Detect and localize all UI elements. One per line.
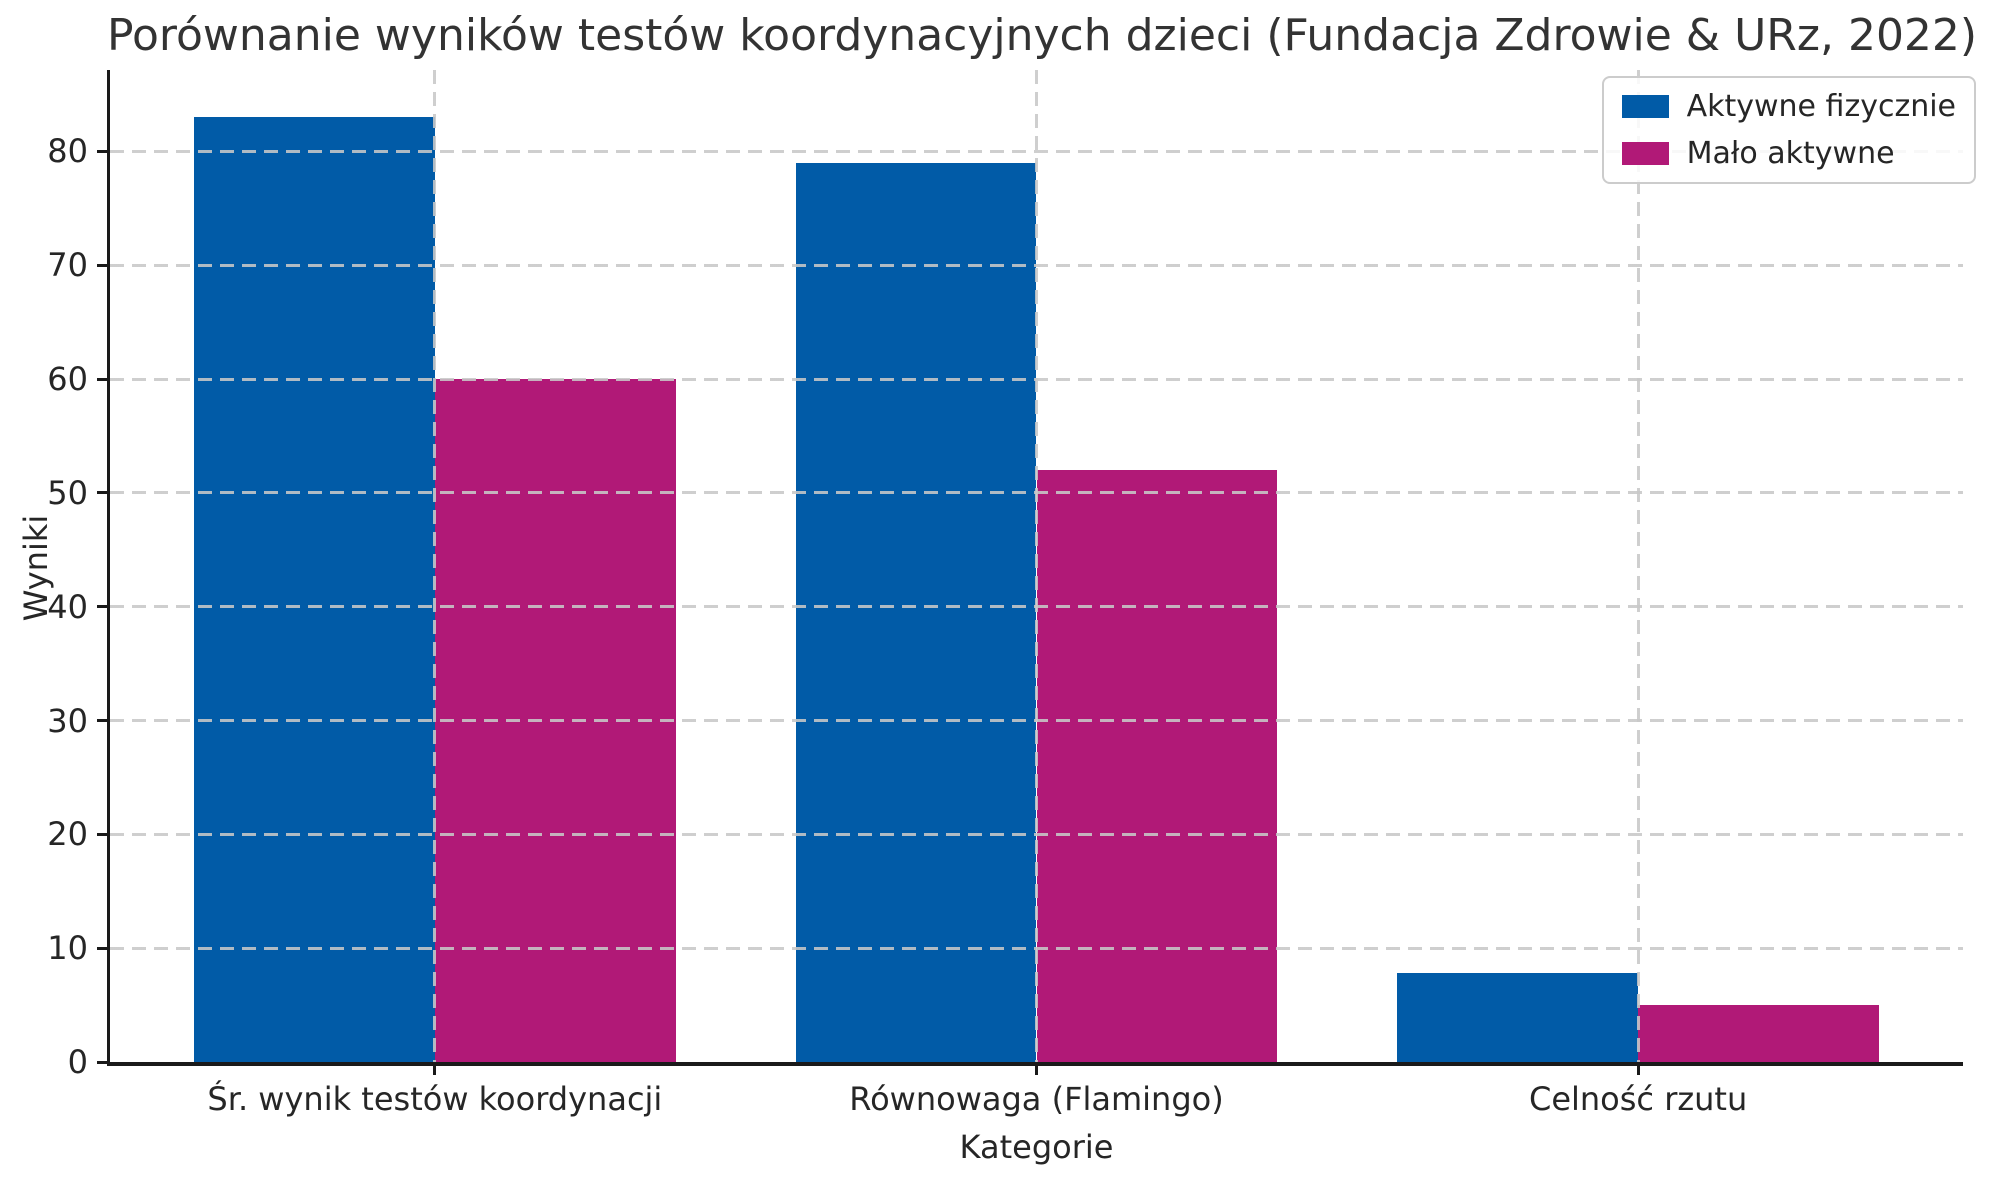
y-tick-mark (97, 605, 110, 609)
gridline-v (1035, 70, 1038, 1062)
x-tick-mark (1636, 1062, 1640, 1075)
bar (1397, 973, 1639, 1062)
x-tick-label: Śr. wynik testów koordynacji (207, 1080, 663, 1118)
y-tick-mark (97, 719, 110, 723)
y-tick-mark (97, 491, 110, 495)
y-tick-label: 20 (47, 815, 88, 854)
y-tick-mark (97, 263, 110, 267)
legend-label: Mało aktywne (1686, 136, 1895, 171)
legend-label: Aktywne fizycznie (1686, 89, 1956, 124)
plot-area: Kategorie 0 10 20 30 40 50 60 70 80 Śr. wynik tes… (47, 70, 1963, 1166)
bar (1638, 1005, 1879, 1062)
legend-item: Mało aktywne (1621, 136, 1956, 171)
gridline-v (1636, 70, 1640, 1062)
bar (194, 117, 435, 1062)
x-tick-mark (433, 1062, 437, 1075)
y-tick-mark (97, 149, 110, 153)
gridline-v (433, 70, 437, 1062)
x-tick-label: Równowaga (Flamingo) (849, 1080, 1224, 1118)
legend-item: Aktywne fizycznie (1621, 89, 1956, 124)
legend-swatch-icon (1621, 142, 1669, 165)
y-tick-label: 80 (47, 132, 88, 171)
y-axis-label: Wyniki (17, 514, 55, 622)
bar (795, 162, 1037, 1062)
y-tick-mark (97, 832, 110, 836)
y-tick-label: 0 (67, 1043, 88, 1081)
x-tick-label: Celność rzutu (1528, 1080, 1748, 1118)
x-tick-mark (1035, 1062, 1038, 1075)
legend-swatch-icon (1621, 95, 1669, 118)
y-tick-label: 60 (47, 360, 88, 399)
y-tick-label: 70 (47, 246, 88, 285)
x-axis-label: Kategorie (959, 1128, 1114, 1166)
bar (1036, 470, 1278, 1062)
y-tick-mark (97, 946, 110, 950)
legend: Aktywne fizycznie Mało aktywne (1601, 76, 1976, 184)
y-tick-mark (97, 1060, 110, 1064)
y-tick-mark (97, 377, 110, 381)
y-tick-label: 10 (47, 929, 88, 968)
y-tick-label: 30 (47, 701, 88, 740)
y-tick-label: 40 (47, 587, 88, 626)
chart-title: Porównanie wyników testów koordynacyjnyc… (107, 10, 1978, 61)
y-tick-label: 50 (47, 473, 88, 512)
